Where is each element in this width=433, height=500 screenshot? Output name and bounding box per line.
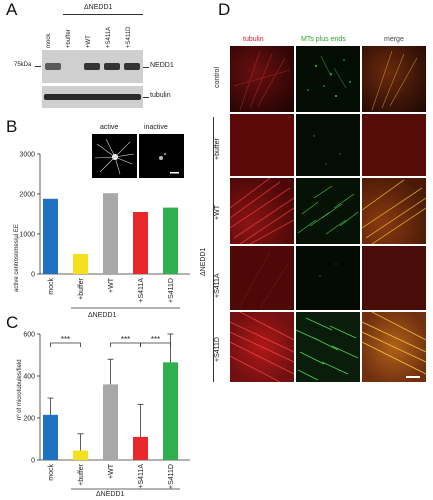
row-label-wt: +WT: [214, 205, 221, 220]
chart-c-bar: [43, 414, 58, 460]
significance-bracket: [140, 342, 171, 347]
micrograph-wt-merge: [362, 178, 426, 244]
significance-bracket: [50, 342, 81, 347]
blot-marker-label: 75kDa: [14, 62, 32, 68]
significance-label: ***: [121, 335, 130, 344]
blot-tubulin-tick: [143, 97, 149, 98]
chart-b-ytick-label: 3000: [19, 152, 35, 159]
significance-label: ***: [61, 335, 70, 344]
row-group-line: [213, 117, 214, 382]
centrosome-image-inactive: [139, 134, 184, 178]
column-label-merge: merge: [384, 36, 404, 43]
chart-b-ytick-label: 0: [31, 272, 35, 279]
panel-letter-b: B: [6, 117, 18, 136]
chart-c-category-label: +S411A: [138, 464, 145, 489]
micrograph-buffer-tubulin: [230, 114, 294, 176]
blot-band: [44, 94, 141, 100]
panel-letter-c: C: [6, 313, 19, 332]
blot-nedd1-strip: [42, 50, 143, 83]
blot-band: [104, 63, 120, 70]
micrograph-control-merge: [362, 46, 426, 112]
chart-c-category-label: +S411D: [168, 464, 175, 489]
chart-b-category-label: +WT: [108, 277, 115, 293]
chart-b-category-label: +buffer: [78, 277, 85, 300]
chart-c-ytick-label: 0: [31, 458, 35, 465]
chart-c-bar: [133, 436, 148, 460]
blot-label-nedd1: NEDD1: [150, 62, 174, 69]
chart-b-group-label: ΔNEDD1: [88, 312, 117, 319]
centrosome-image-active: [92, 134, 137, 178]
image-label-inactive: inactive: [144, 124, 168, 131]
micrograph-control-tubulin: [230, 46, 294, 112]
chart-b-category-label: mock: [48, 278, 55, 295]
row-label-s411a: +S411A: [214, 273, 221, 298]
micrograph-s411d-merge: [362, 312, 426, 382]
blot-nedd1-tick: [143, 67, 149, 68]
chart-c-ytick-label: 600: [23, 332, 35, 339]
chart-c-category-label: +WT: [108, 463, 115, 479]
chart-b-bar: [103, 193, 118, 274]
blot-lane-label-s411d: +S411D: [126, 26, 132, 48]
chart-c-ytick-label: 400: [23, 374, 35, 381]
micrograph-wt-plus-ends: [296, 178, 360, 244]
blot-lane-label-buffer: +buffer: [66, 29, 72, 48]
blot-group-line: [63, 14, 143, 15]
blot-marker-tick: [35, 66, 41, 67]
chart-b-bar: [73, 254, 88, 274]
chart-b: 0 1000 2000 3000 mock +buffer +WT +S411A +S411D: [19, 152, 190, 309]
blot-label-tubulin: tubulin: [150, 92, 171, 99]
significance-label: ***: [151, 335, 160, 344]
micrograph-buffer-merge: [362, 114, 426, 176]
chart-b-category-label: +S411D: [168, 278, 175, 303]
blot-lane-label-s411a: +S411A: [106, 26, 112, 48]
blot-band: [84, 63, 100, 70]
blot-lane-label-wt: +WT: [86, 35, 92, 48]
chart-c-category-label: mock: [48, 464, 55, 481]
micrograph-control-plus-ends: [296, 46, 360, 112]
chart-b-bar: [133, 212, 148, 274]
micrograph-s411a-tubulin: [230, 246, 294, 310]
chart-c-bar: [163, 362, 178, 460]
row-label-buffer: +buffer: [214, 138, 221, 160]
blot-tubulin-strip: [42, 86, 143, 108]
chart-c-bar: [73, 450, 88, 460]
micrograph-s411a-merge: [362, 246, 426, 310]
row-label-control: control: [214, 66, 221, 88]
column-label-mts-plus-ends: MTs plus ends: [301, 36, 346, 43]
chart-c-category-label: +buffer: [78, 463, 85, 486]
blot-lane-label-mock: mock: [46, 33, 52, 48]
chart-b-category-label: +S411A: [138, 278, 145, 303]
micrograph-wt-tubulin: [230, 178, 294, 244]
chart-b-ytick-label: 1000: [19, 232, 35, 239]
chart-b-ytick-label: 2000: [19, 192, 35, 199]
column-label-tubulin: tubulin: [243, 36, 264, 43]
chart-c: 0 200 400 600 mock +buffer +WT +S411A +S411D *** *…: [23, 332, 190, 490]
chart-c-group-label: ΔNEDD1: [96, 491, 125, 498]
chart-b-bar: [43, 198, 58, 274]
micrograph-buffer-plus-ends: [296, 114, 360, 176]
image-label-active: active: [100, 124, 119, 131]
panel-letter-a: A: [6, 0, 18, 19]
chart-c-ytick-label: 200: [23, 416, 35, 423]
micrograph-s411d-tubulin: [230, 312, 294, 382]
chart-c-bar: [103, 384, 118, 460]
micrograph-s411a-plus-ends: [296, 246, 360, 310]
row-label-s411d: +S411D: [214, 337, 221, 362]
panel-letter-d: D: [218, 0, 231, 19]
row-group-label: ΔNEDD1: [200, 247, 207, 276]
blot-band: [45, 63, 61, 70]
micrograph-s411d-plus-ends: [296, 312, 360, 382]
blot-band: [124, 63, 140, 70]
chart-b-bar: [163, 207, 178, 274]
blot-group-label: ΔNEDD1: [84, 4, 113, 11]
